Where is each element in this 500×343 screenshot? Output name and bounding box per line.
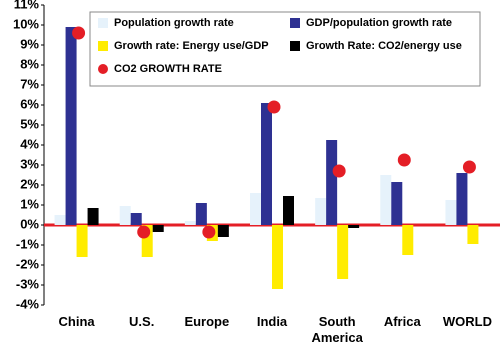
x-tick-label: U.S. [129,314,155,329]
x-tick-label: Africa [383,314,421,329]
legend-marker [98,18,108,28]
legend-label: CO2 GROWTH RATE [114,63,222,75]
dot [397,153,411,167]
bar [315,198,327,225]
bar [272,225,283,289]
y-tick-label: 10% [13,16,39,31]
bar [380,175,392,225]
bar [54,215,66,225]
bar [467,225,479,244]
dot [267,100,281,114]
x-tick-label: China [58,314,95,329]
legend-marker [290,41,300,51]
bar [250,193,261,225]
dot [332,164,346,178]
y-tick-label: -1% [16,236,40,251]
dot [462,160,476,174]
bar [130,213,142,225]
bar [141,225,153,257]
bar [283,196,294,225]
y-tick-label: 3% [20,156,39,171]
y-tick-label: 0% [20,216,39,231]
bar [261,103,272,225]
y-tick-label: 1% [20,196,39,211]
bar [195,203,207,225]
bar [184,221,196,225]
legend-label: Population growth rate [114,17,234,29]
y-tick-label: 8% [20,56,39,71]
y-tick-label: 11% [14,0,40,11]
bar [337,225,349,279]
bar [87,208,99,225]
bar [65,27,77,225]
y-tick-label: -2% [16,256,40,271]
bar [119,206,131,225]
y-tick-label: 6% [20,96,39,111]
legend-marker [98,41,108,51]
x-tick-label: South America [311,314,363,343]
bar [402,225,414,255]
bar [445,200,457,225]
y-tick-label: 7% [20,76,39,91]
bar [152,225,164,232]
legend-label: Growth Rate: CO2/energy use [306,40,462,52]
dot [72,26,86,40]
legend-label: Growth rate: Energy use/GDP [114,40,269,52]
y-tick-label: 9% [20,36,39,51]
x-tick-label: India [256,314,288,329]
bar [391,182,403,225]
x-tick-label: Europe [184,314,230,329]
legend-marker [290,18,300,28]
legend-marker [98,64,108,74]
bar [456,173,468,225]
legend-box [89,11,481,87]
bar [326,140,338,225]
y-tick-label: 4% [20,136,39,151]
bar [76,225,88,257]
bar [217,225,229,237]
x-tick-label: WORLD [442,314,492,329]
y-tick-label: -4% [16,296,40,311]
legend-label: GDP/population growth rate [306,17,452,29]
bar [348,225,360,228]
dot [137,225,151,239]
dot [202,225,216,239]
y-tick-label: 5% [20,116,39,131]
y-tick-label: 2% [20,176,39,191]
y-tick-label: -3% [16,276,40,291]
